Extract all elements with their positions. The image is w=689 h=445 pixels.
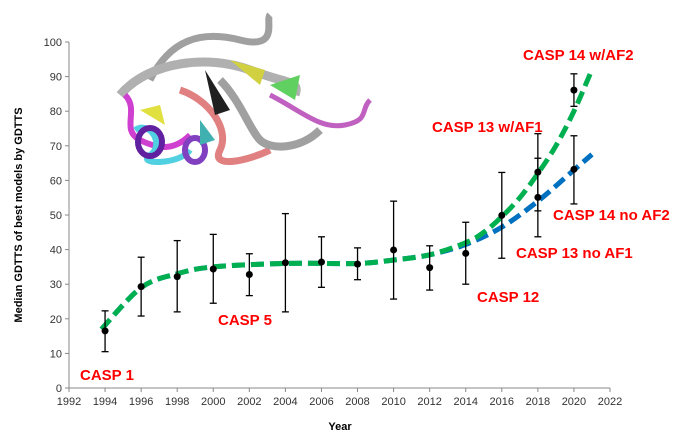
y-axis-label: Median GDTTS of best models by GDTTS (13, 107, 25, 322)
x-tick-label: 1996 (129, 396, 153, 408)
x-tick-label: 2004 (273, 396, 297, 408)
data-point (173, 239, 181, 313)
axes: 0 10 20 30 40 50 60 70 80 90 100 1992 1994 1996 1998 20… (44, 37, 623, 408)
annotations: CASP 1 CASP 5 CASP 12 CASP 13 no AF1 CASP 14… (80, 47, 670, 384)
data-point (498, 171, 506, 259)
data-point (317, 236, 325, 288)
point-marker (426, 264, 434, 272)
data-point (570, 135, 578, 205)
annotation-label: CASP 13 no AF1 (516, 245, 633, 262)
annotation-label: CASP 13 w/AF1 (432, 119, 543, 136)
x-tick-label: 2010 (381, 396, 405, 408)
x-tick-label: 2018 (526, 396, 550, 408)
y-tick-label: 60 (50, 175, 62, 187)
y-tick-label: 80 (50, 106, 62, 118)
data-point (281, 212, 289, 313)
point-marker (390, 246, 398, 254)
y-tick-label: 30 (50, 279, 62, 291)
point-marker (462, 249, 470, 257)
x-tick-label: 2020 (562, 396, 586, 408)
y-tick-label: 50 (50, 210, 62, 222)
annotation-label: CASP 14 w/AF2 (523, 47, 634, 64)
point-marker (101, 327, 109, 335)
annotation-label: CASP 12 (477, 289, 539, 306)
point-marker (570, 86, 578, 94)
y-tick-label: 100 (44, 37, 62, 49)
data-point (426, 245, 434, 291)
annotation-label: CASP 1 (80, 367, 134, 384)
y-tick-label: 20 (50, 314, 62, 326)
data-point (209, 233, 217, 304)
annotation-label: CASP 14 no AF2 (553, 207, 670, 224)
x-tick-label: 2022 (598, 396, 622, 408)
data-point (570, 73, 578, 108)
y-tick-label: 70 (50, 141, 62, 153)
x-tick-label: 1998 (165, 396, 189, 408)
point-marker (498, 211, 506, 219)
point-marker (354, 260, 362, 268)
x-tick-label: 1994 (93, 396, 117, 408)
point-marker (317, 258, 325, 266)
x-tick-label: 1992 (57, 396, 81, 408)
data-point (245, 253, 253, 297)
x-tick-label: 2000 (201, 396, 225, 408)
annotation-label: CASP 5 (218, 312, 272, 329)
point-marker (209, 265, 217, 273)
x-tick-label: 2012 (417, 396, 441, 408)
trendline (99, 68, 595, 331)
data-point (390, 200, 398, 300)
x-tick-label: 2008 (345, 396, 369, 408)
x-tick-label: 2016 (490, 396, 514, 408)
data-points (101, 73, 578, 353)
data-point (137, 256, 145, 317)
data-point (101, 310, 109, 353)
point-marker (570, 165, 578, 173)
x-tick-label: 2006 (309, 396, 333, 408)
x-axis-label: Year (328, 421, 352, 433)
data-point (354, 247, 362, 281)
point-marker (245, 271, 253, 279)
y-tick-label: 90 (50, 72, 62, 84)
y-tick-label: 0 (56, 383, 62, 395)
protein-ribbon-image (116, 12, 372, 166)
point-marker (534, 193, 542, 201)
data-point (534, 157, 542, 238)
point-marker (137, 283, 145, 291)
point-marker (173, 273, 181, 281)
y-tick-label: 40 (50, 245, 62, 257)
data-point (462, 221, 470, 285)
point-marker (281, 259, 289, 267)
x-tick-label: 2002 (237, 396, 261, 408)
x-tick-label: 2014 (453, 396, 477, 408)
y-tick-label: 10 (50, 348, 62, 360)
